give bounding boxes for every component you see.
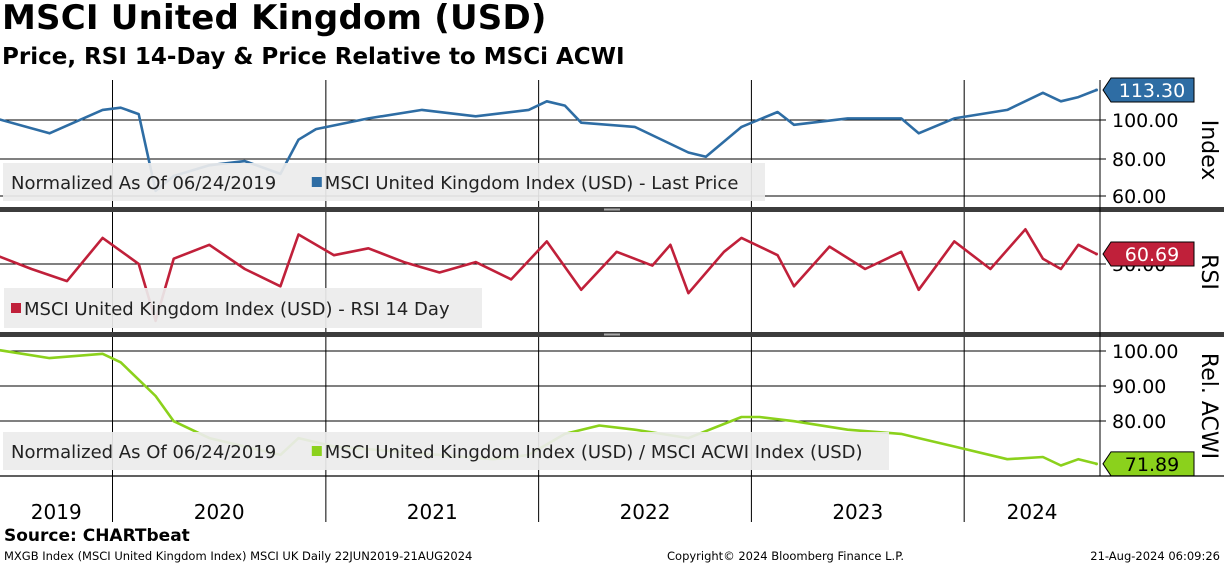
source-label: Source: CHARTbeat (4, 526, 190, 546)
x-year-label: 2023 (832, 500, 883, 524)
x-year-label: 2020 (194, 500, 245, 524)
price-y-tick-label: 80.00 (1112, 149, 1166, 171)
relative-last-point (1095, 462, 1099, 466)
relative-last-value-label: 71.89 (1125, 454, 1179, 476)
rsi-series-line (0, 228, 1098, 323)
relative-axis-label: Rel. ACWI (1196, 353, 1221, 459)
price-legend-box (3, 163, 765, 201)
footer-copyright: Copyright© 2024 Bloomberg Finance L.P. (667, 549, 904, 563)
relative-last-value-shape (1102, 451, 1195, 477)
price-y-tick-label: 60.00 (1112, 186, 1166, 208)
x-year-label: 2019 (31, 500, 82, 524)
relative-last-value-flag: 71.89 (1102, 451, 1195, 477)
x-year-label: 2021 (407, 500, 458, 524)
panel-resize-handle (604, 333, 620, 336)
rsi-last-value-shape (1102, 241, 1195, 267)
rsi-axis-label: RSI (1196, 254, 1221, 290)
x-year-label: 2024 (1007, 500, 1058, 524)
relative-y-tick-label: 90.00 (1112, 376, 1166, 398)
price-legend-swatch (311, 177, 322, 187)
chart-title: MSCI United Kingdom (USD) (2, 0, 547, 38)
relative-legend-label: Normalized As Of 06/24/2019 (11, 442, 276, 463)
rsi-last-value-flag: 60.69 (1102, 241, 1195, 267)
price-legend-label: Normalized As Of 06/24/2019 (11, 173, 276, 194)
price-y-tick-label: 100.00 (1112, 110, 1178, 132)
rsi-legend-box (4, 288, 482, 328)
x-year-label: 2022 (620, 500, 671, 524)
price-last-value-label: 113.30 (1119, 80, 1185, 102)
rsi-last-value-label: 60.69 (1125, 244, 1179, 266)
price-last-value-shape (1102, 77, 1195, 103)
relative-legend-swatch (311, 446, 322, 456)
rsi-legend-label: MSCI United Kingdom Index (USD) - RSI 14… (24, 299, 450, 320)
price-last-point (1095, 88, 1099, 92)
relative-y-tick-label: 80.00 (1112, 411, 1166, 433)
price-axis-label: Index (1196, 120, 1221, 181)
relative-y-tick-label: 100.00 (1112, 341, 1178, 363)
relative-legend-box (3, 432, 889, 470)
rsi-legend-swatch (11, 303, 21, 313)
footer-ticker-info: MXGB Index (MSCI United Kingdom Index) M… (4, 549, 473, 563)
chart-subtitle: Price, RSI 14-Day & Price Relative to MS… (2, 44, 625, 70)
relative-legend-label: MSCI United Kingdom Index (USD) / MSCI A… (325, 442, 863, 463)
price-legend-label: MSCI United Kingdom Index (USD) - Last P… (325, 173, 739, 194)
price-last-value-flag: 113.30 (1102, 77, 1195, 103)
panel-resize-handle (604, 208, 620, 211)
footer-timestamp: 21-Aug-2024 06:09:26 (1090, 549, 1220, 563)
rsi-last-point (1095, 252, 1099, 256)
